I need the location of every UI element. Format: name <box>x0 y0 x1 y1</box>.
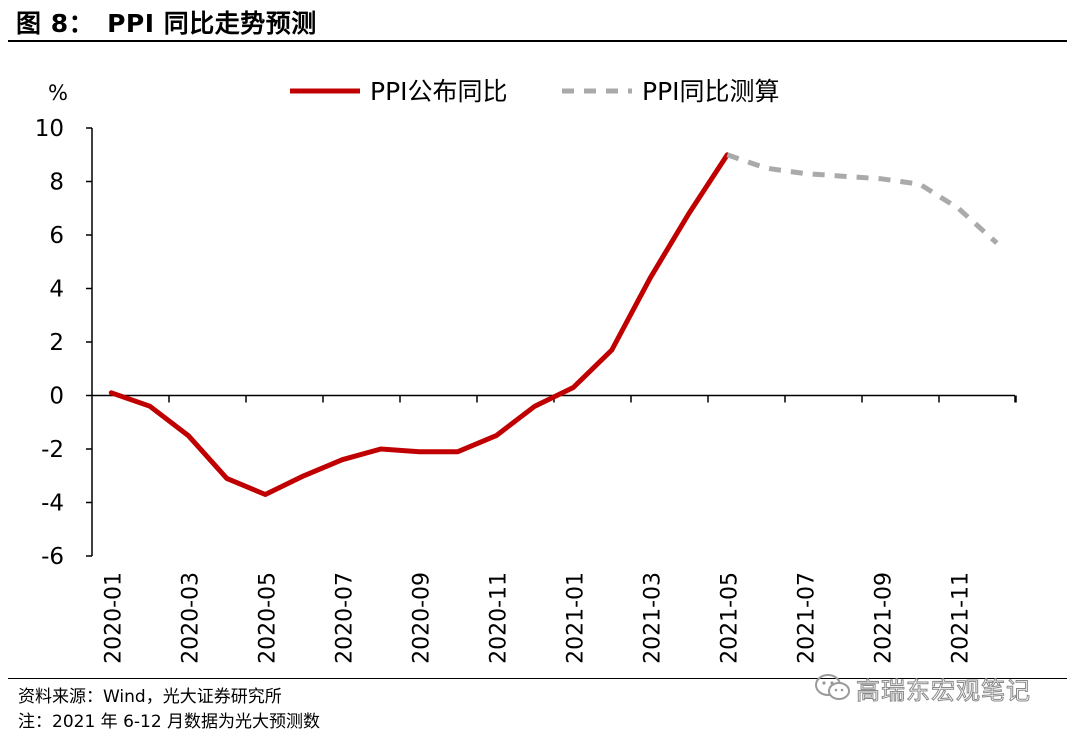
legend-label: PPI同比测算 <box>642 77 780 106</box>
x-tick-label: 2021-09 <box>871 572 896 664</box>
watermark-text: 高瑞东宏观笔记 <box>856 676 1031 705</box>
y-tick-label: 0 <box>49 384 64 410</box>
x-tick-label: 2021-07 <box>794 572 819 664</box>
y-tick-label: -2 <box>41 437 64 463</box>
forecast-note: 注：2021 年 6-12 月数据为光大预测数 <box>18 712 321 732</box>
y-tick-label: -4 <box>41 491 64 517</box>
wechat-icon <box>815 674 850 700</box>
x-tick-label: 2021-03 <box>640 572 665 664</box>
watermark: 高瑞东宏观笔记 <box>814 670 1054 706</box>
x-axis: 2020-01 2020-03 2020-05 2020-07 2020-09 2020-… <box>92 394 1017 664</box>
chart-legend: PPI公布同比 PPI同比测算 <box>290 77 780 106</box>
series-line-forecast <box>726 152 999 245</box>
source-note: 资料来源：Wind，光大证券研究所 <box>18 687 282 707</box>
title-divider <box>8 40 1067 42</box>
y-tick-label: 6 <box>49 223 64 249</box>
series-line-actual <box>108 152 730 497</box>
x-tick-label: 2020-11 <box>486 572 511 664</box>
footer-divider <box>8 678 1067 679</box>
y-tick-label: 4 <box>49 277 64 303</box>
y-tick-label: 10 <box>35 116 64 142</box>
x-tick-label: 2020-05 <box>255 572 280 664</box>
legend-label: PPI公布同比 <box>370 77 508 106</box>
y-axis-unit-label: % <box>48 81 68 105</box>
y-tick-label: -6 <box>41 544 64 570</box>
page-title: 图 8： PPI 同比走势预测 <box>16 9 317 38</box>
y-axis: 10 8 6 4 2 0 -2 -4 -6% <box>35 81 93 570</box>
x-tick-label: 2020-01 <box>101 572 126 664</box>
x-tick-label: 2021-11 <box>948 572 973 664</box>
x-tick-label: 2020-03 <box>178 572 203 664</box>
x-tick-label: 2020-07 <box>332 572 357 664</box>
y-tick-label: 8 <box>49 170 64 196</box>
x-tick-label: 2021-01 <box>563 572 588 664</box>
series-lines <box>108 152 999 497</box>
y-tick-label: 2 <box>49 330 64 356</box>
x-tick-label: 2020-09 <box>409 572 434 664</box>
x-tick-label: 2021-05 <box>717 572 742 664</box>
